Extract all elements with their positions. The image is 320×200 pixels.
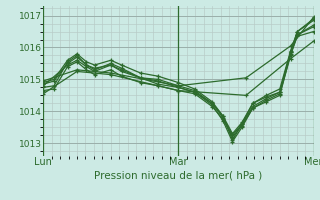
X-axis label: Pression niveau de la mer( hPa ): Pression niveau de la mer( hPa ) [94,170,262,180]
